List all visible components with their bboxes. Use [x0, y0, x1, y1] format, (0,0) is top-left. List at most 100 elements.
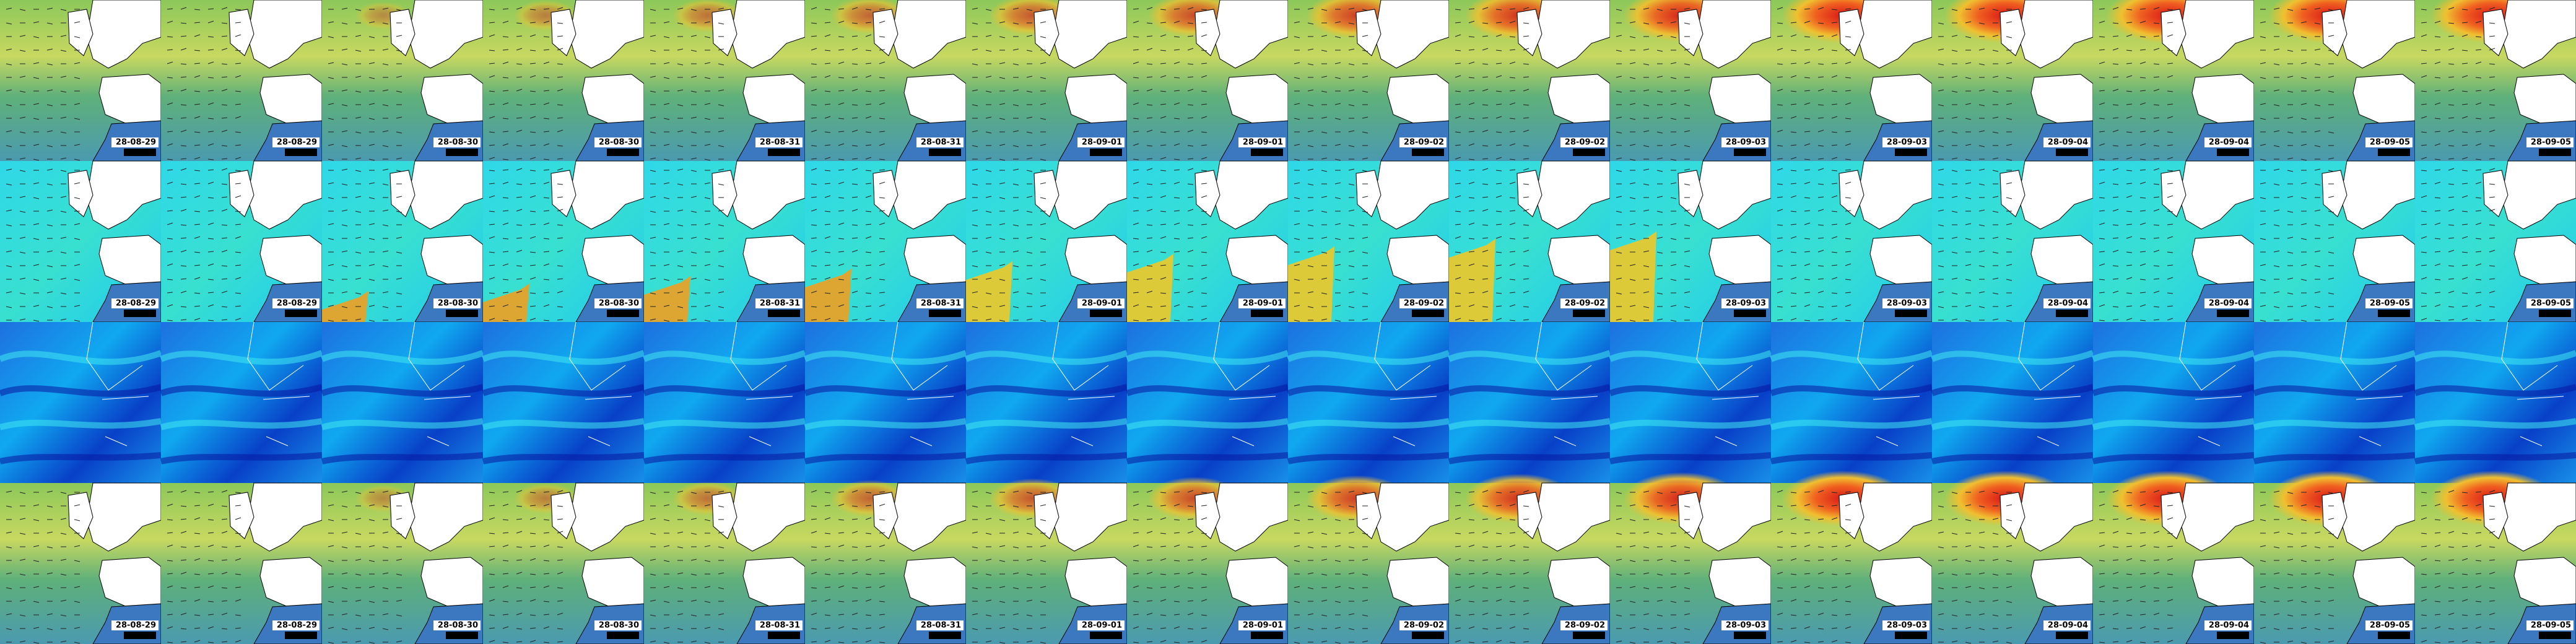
wind-arrow: [74, 519, 80, 521]
wind-arrow: [2167, 586, 2174, 588]
wind-arrow: [489, 305, 495, 307]
wind-arrow: [46, 145, 53, 147]
wind-arrow: [529, 251, 536, 253]
wind-arrow: [355, 251, 362, 254]
wind-arrow: [1294, 279, 1300, 281]
wind-arrow: [396, 157, 402, 160]
wind-arrow: [824, 640, 831, 643]
wind-arrow: [1455, 533, 1461, 534]
wind-arrow: [1938, 546, 1944, 549]
wind-arrow: [543, 159, 550, 160]
wind-arrow: [1817, 209, 1824, 212]
wind-arrow: [2112, 250, 2119, 253]
wind-arrow: [663, 642, 670, 644]
wind-arrow: [1495, 533, 1502, 534]
wind-arrow: [341, 209, 348, 212]
wind-arrow: [19, 76, 26, 78]
wind-arrow: [2260, 238, 2266, 240]
wind-arrow: [1294, 62, 1300, 64]
wind-arrow: [879, 320, 886, 321]
wind-arrow: [167, 77, 173, 79]
wind-arrow: [221, 89, 228, 92]
wind-arrow: [1965, 159, 1972, 161]
wind-arrow: [677, 168, 684, 171]
current-swirl: [965, 452, 1128, 464]
wind-arrow: [1362, 251, 1368, 254]
wind-arrow: [1656, 614, 1663, 617]
wind-arrow: [2314, 130, 2321, 133]
wind-arrow: [2287, 599, 2294, 602]
wind-arrow: [1468, 90, 1475, 92]
wind-arrow: [1160, 90, 1167, 92]
wind-arrow: [1670, 264, 1677, 266]
wind-arrow: [1146, 48, 1153, 51]
wind-arrow: [1817, 48, 1824, 51]
wind-arrow: [1040, 103, 1046, 105]
wind-arrow: [1040, 279, 1046, 281]
wind-arrow: [74, 642, 80, 644]
wind-arrow: [1307, 265, 1314, 268]
wind-arrow: [824, 277, 831, 280]
date-label: 28-09-01: [1243, 138, 1283, 147]
wind-arrow: [677, 291, 684, 294]
wind-arrow: [690, 9, 697, 11]
wind-arrow: [1321, 559, 1328, 561]
wind-arrow: [999, 77, 1006, 79]
wind-arrow: [2167, 90, 2174, 92]
wind-arrow: [972, 183, 978, 186]
wind-arrow: [1040, 305, 1046, 307]
wind-arrow: [1160, 170, 1167, 172]
scale-box: [1090, 149, 1122, 156]
wind-arrow: [6, 546, 12, 549]
wind-arrow: [650, 277, 656, 280]
wind-arrow: [2099, 292, 2105, 294]
wind-arrow: [1482, 22, 1489, 24]
wind-arrow: [1509, 614, 1516, 616]
wind-arrow: [690, 251, 697, 254]
wind-arrow: [1978, 546, 1985, 549]
wind-arrow: [2099, 601, 2105, 603]
wind-arrow: [1804, 181, 1811, 185]
land: [2321, 492, 2348, 539]
wind-arrow: [1468, 626, 1475, 629]
wind-arrow: [1455, 251, 1461, 253]
wind-arrow: [1804, 20, 1811, 24]
wind-arrow: [2434, 263, 2441, 266]
wind-arrow: [2421, 517, 2427, 520]
wind-arrow: [677, 89, 684, 92]
wind-arrow: [1777, 48, 1783, 51]
wind-arrow: [1012, 613, 1019, 616]
wind-arrow: [2126, 251, 2133, 253]
wind-arrow: [2006, 21, 2012, 24]
wind-arrow: [865, 63, 872, 64]
wind-arrow: [1321, 533, 1328, 535]
wind-arrow: [663, 103, 670, 105]
wind-arrow: [2260, 21, 2266, 24]
wind-arrow: [207, 143, 214, 146]
wind-arrow: [2475, 90, 2482, 92]
wind-arrow: [838, 251, 845, 253]
scale-box: [1895, 149, 1927, 156]
scale-box: [1895, 632, 1927, 639]
wind-arrow: [235, 116, 242, 119]
wind-arrow: [1965, 238, 1972, 240]
wind-arrow: [221, 250, 228, 253]
wind-arrow: [341, 104, 348, 107]
current-swirl: [0, 452, 162, 464]
wind-arrow: [1362, 559, 1368, 561]
wind-arrow: [2421, 22, 2427, 24]
wind-arrow: [2461, 103, 2468, 105]
map-tile: [1287, 321, 1450, 483]
wind-arrow: [1133, 238, 1139, 240]
wind-arrow: [879, 573, 886, 575]
wind-arrow: [1187, 48, 1194, 51]
wind-arrow: [502, 320, 509, 321]
map-tile: 28-08-29: [0, 0, 162, 162]
wind-arrow: [2099, 238, 2105, 240]
wind-arrow: [382, 505, 389, 508]
wind-arrow: [2112, 129, 2119, 133]
scale-box: [124, 149, 156, 156]
wind-arrow: [557, 531, 564, 534]
wind-arrow: [972, 306, 978, 308]
wind-arrow: [60, 559, 67, 561]
